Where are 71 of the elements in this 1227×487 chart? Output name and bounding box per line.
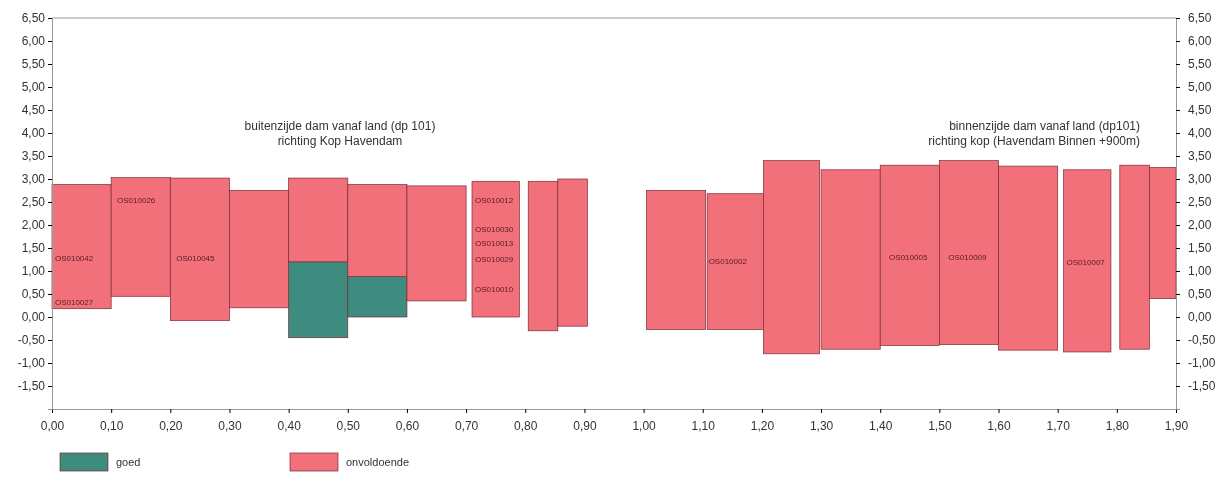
y2-tick-label: -1,50 bbox=[1188, 379, 1216, 394]
x-tick-label: 1,50 bbox=[928, 418, 952, 433]
x-tick-label: 1,30 bbox=[809, 418, 834, 433]
annotation: OS010042 bbox=[54, 254, 94, 264]
annotation: OS010009 bbox=[948, 253, 988, 262]
annotation: OS010012 bbox=[474, 195, 514, 205]
x-tick-label: 0,90 bbox=[573, 418, 597, 433]
y-tick-label: 5,00 bbox=[21, 80, 46, 95]
y2-tick-label: 5,00 bbox=[1188, 80, 1212, 95]
y2-tick-label: 2,50 bbox=[1188, 195, 1212, 210]
annotation: OS010010 bbox=[474, 285, 514, 295]
y-tick-label: -0,50 bbox=[17, 333, 46, 348]
annotation: buitenzijde dam vanaf land (dp 101) richting Kop Havendam bbox=[244, 119, 436, 148]
y2-tick-label: -1,00 bbox=[1188, 356, 1216, 371]
annotation: OS010029 bbox=[474, 255, 514, 265]
y2-tick-label: 1,00 bbox=[1188, 264, 1212, 279]
y-tick-label: -1,50 bbox=[17, 379, 46, 394]
y2-tick-label: 6,00 bbox=[1188, 34, 1212, 49]
y2-tick-label: 4,50 bbox=[1188, 103, 1212, 118]
x-tick-label: 0,60 bbox=[395, 418, 420, 433]
x-tick-label: 1,00 bbox=[632, 418, 657, 433]
y2-tick-label: -0,50 bbox=[1188, 333, 1216, 348]
annotation: OS010013 bbox=[474, 239, 514, 249]
y-tick-label: 2,00 bbox=[21, 218, 46, 233]
y2-tick-label: 0,00 bbox=[1188, 310, 1212, 325]
x-tick-label: 0,80 bbox=[514, 418, 538, 433]
legend-label: onvoldoende bbox=[346, 455, 410, 468]
x-tick-label: 0,70 bbox=[454, 418, 479, 433]
annotation: OS010005 bbox=[889, 253, 928, 262]
y-tick-label: -1,00 bbox=[17, 356, 46, 371]
y-tick-label: 1,50 bbox=[21, 241, 46, 256]
x-tick-label: 0,00 bbox=[40, 418, 65, 433]
x-tick-label: 0,30 bbox=[218, 418, 242, 433]
y2-tick-label: 2,00 bbox=[1188, 218, 1212, 233]
y-tick-label: 3,00 bbox=[21, 172, 46, 187]
annotation: OS010007 bbox=[1066, 257, 1106, 267]
y2-tick-label: 6,50 bbox=[1188, 11, 1212, 26]
y-tick-label: 5,50 bbox=[21, 57, 46, 72]
x-tick-label: 1,60 bbox=[987, 418, 1012, 433]
y-tick-label: 1,00 bbox=[21, 264, 46, 279]
x-tick-label: 0,40 bbox=[277, 418, 302, 433]
y-tick-label: 4,00 bbox=[21, 126, 46, 141]
y-tick-label: 3,50 bbox=[21, 149, 46, 164]
y2-tick-label: 4,00 bbox=[1188, 126, 1212, 141]
x-tick-label: 0,50 bbox=[336, 418, 361, 433]
y2-tick-label: 5,50 bbox=[1188, 57, 1212, 72]
y-tick-label: 6,50 bbox=[21, 11, 46, 26]
y2-tick-label: 0,50 bbox=[1188, 287, 1212, 302]
y-tick-label: 0,00 bbox=[21, 310, 46, 325]
annotation: OS010002 bbox=[708, 256, 748, 266]
x-tick-label: 0,20 bbox=[159, 418, 183, 433]
y2-tick-label: 3,50 bbox=[1188, 149, 1212, 164]
x-tick-label: 1,90 bbox=[1164, 418, 1189, 433]
legend-label: goed bbox=[116, 455, 141, 468]
annotation: OS010045 bbox=[176, 254, 216, 264]
y2-tick-label: 1,50 bbox=[1188, 241, 1212, 256]
annotation: OS010026 bbox=[117, 195, 156, 205]
x-tick-label: 0,10 bbox=[99, 418, 124, 433]
y-tick-label: 6,00 bbox=[21, 34, 46, 49]
annotation: OS010030 bbox=[474, 225, 514, 235]
y-tick-label: 2,50 bbox=[21, 195, 46, 210]
annotation: binnenzijde dam vanaf land (dp101) richting kop (Havendam Binnen +900m) bbox=[928, 119, 1140, 148]
x-tick-label: 1,40 bbox=[869, 418, 893, 433]
x-tick-label: 1,10 bbox=[691, 418, 716, 433]
annotation: OS010027 bbox=[54, 297, 94, 307]
x-tick-label: 1,80 bbox=[1105, 418, 1130, 433]
x-tick-label: 1,20 bbox=[750, 418, 775, 433]
y2-tick-label: 3,00 bbox=[1188, 172, 1212, 187]
x-tick-label: 1,70 bbox=[1046, 418, 1071, 433]
y-tick-label: 0,50 bbox=[21, 287, 46, 302]
y-tick-label: 4,50 bbox=[21, 103, 46, 118]
